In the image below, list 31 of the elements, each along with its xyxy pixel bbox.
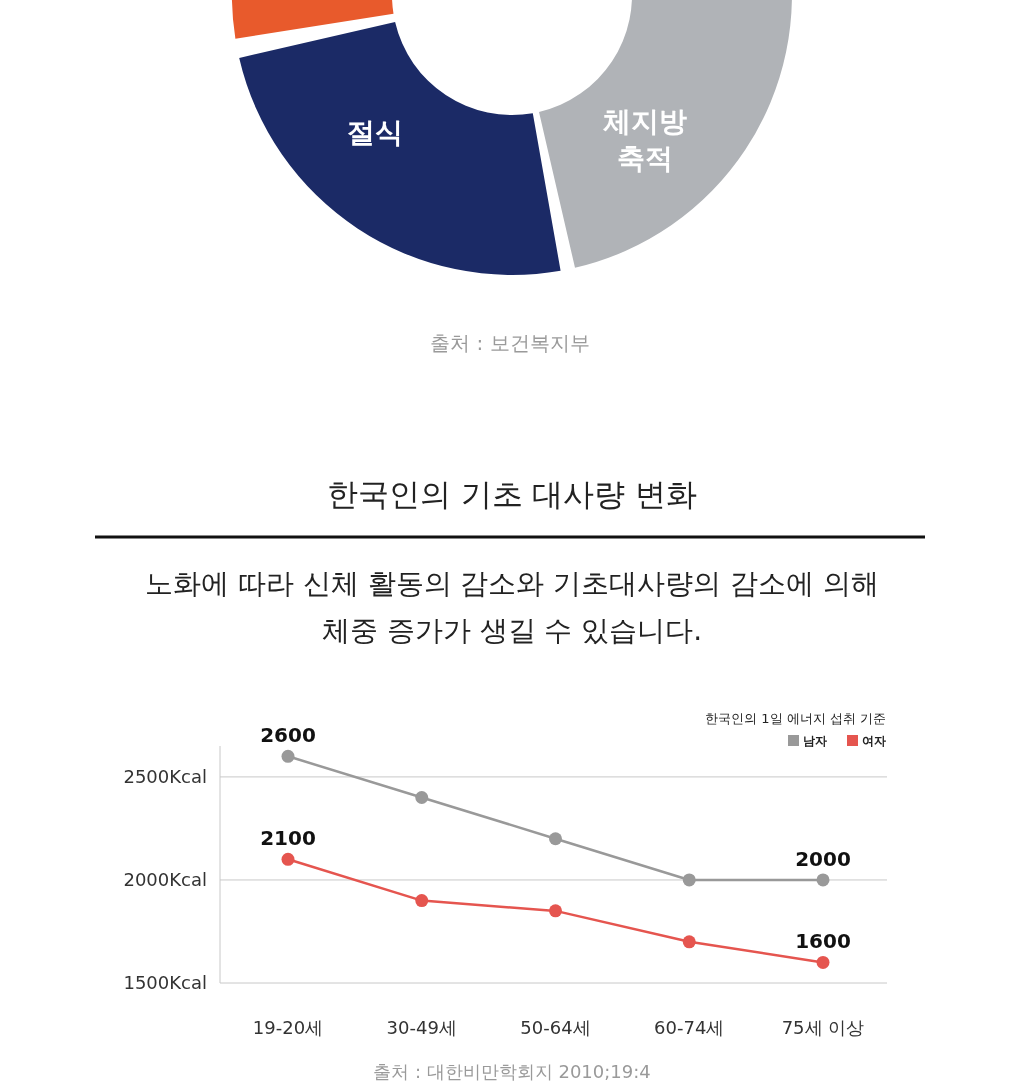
point (816, 955, 830, 969)
legend-title: 한국인의 1일 에너지 섭취 기준 (705, 711, 886, 726)
data-label: 2100 (260, 826, 316, 851)
text: 절식 (347, 116, 403, 149)
y-tick-label: 1500Kcal (123, 972, 207, 993)
point (682, 873, 696, 887)
source-note: 출처 : 대한비만학회지 2010;19:4 (373, 1061, 651, 1082)
chart-subtitle: 노화에 따라 신체 활동의 감소와 기초대사량의 감소에 의해 체중 증가가 생길 수 있습니다. (144, 567, 880, 647)
x-tick-label: 30-49세 (386, 1017, 457, 1038)
point (281, 852, 295, 866)
point (415, 894, 429, 908)
point (549, 832, 562, 846)
legend-label: 남자 (803, 734, 827, 748)
x-tick-label: 60-74세 (654, 1017, 725, 1038)
point (682, 935, 696, 949)
source-note: 출처 : 보건복지부 (430, 331, 590, 355)
data-label: 2000 (795, 846, 851, 871)
point (816, 873, 830, 887)
point (549, 904, 562, 918)
point (281, 749, 295, 763)
x-tick-label: 75세 이상 (781, 1017, 865, 1038)
text: 체지방 축적 (603, 105, 687, 175)
data-label: 1600 (795, 929, 851, 954)
chart-title: 한국인의 기초 대사량 변화 (326, 476, 698, 512)
y-tick-label: 2000Kcal (123, 868, 207, 890)
point (415, 791, 429, 805)
legend-label: 여자 (862, 734, 886, 748)
data-label: 2600 (260, 723, 316, 748)
x-tick-label: 19-20세 (252, 1017, 324, 1038)
x-tick-label: 50-64세 (520, 1017, 591, 1038)
y-tick-label: 2500Kcal (123, 765, 207, 787)
